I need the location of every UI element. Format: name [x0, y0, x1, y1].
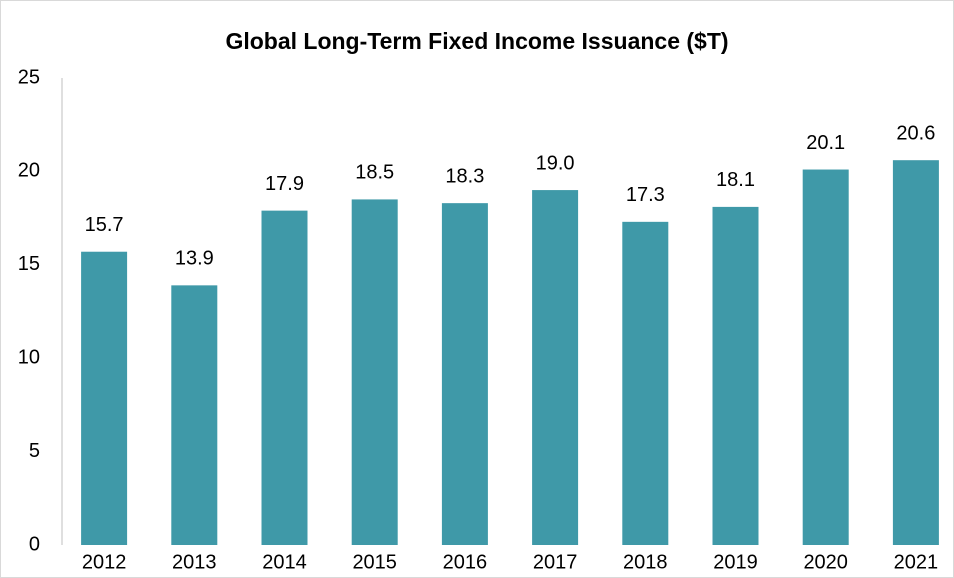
y-tick-label: 5 [29, 440, 40, 462]
x-tick-label: 2013 [172, 551, 217, 573]
x-tick-label: 2018 [623, 551, 668, 573]
chart-title: Global Long-Term Fixed Income Issuance (… [225, 28, 728, 54]
data-label: 20.6 [896, 122, 935, 144]
x-tick-label: 2019 [713, 551, 758, 573]
data-label: 18.5 [355, 162, 394, 184]
bar [261, 210, 308, 546]
data-label: 13.9 [175, 248, 214, 270]
x-tick-label: 2014 [262, 551, 307, 573]
data-label: 20.1 [806, 132, 845, 154]
y-tick-label: 20 [18, 160, 40, 182]
x-tick-label: 2016 [443, 551, 488, 573]
data-label: 18.3 [445, 165, 484, 187]
y-tick-label: 0 [29, 533, 40, 555]
x-tick-label: 2015 [352, 551, 397, 573]
data-label: 17.3 [626, 184, 665, 206]
bar [81, 251, 128, 545]
data-label: 15.7 [85, 214, 124, 236]
y-tick-label: 15 [18, 253, 40, 275]
bar [802, 169, 849, 546]
bar [622, 221, 669, 545]
y-tick-label: 25 [18, 66, 40, 88]
x-tick-label: 2020 [803, 551, 848, 573]
data-label: 17.9 [265, 173, 304, 195]
data-label: 19.0 [536, 152, 575, 174]
data-label: 18.1 [716, 169, 755, 191]
bar [441, 203, 488, 545]
y-tick-label: 10 [18, 346, 40, 368]
x-tick-label: 2012 [82, 551, 127, 573]
bar [351, 199, 398, 546]
bar [532, 190, 579, 545]
x-tick-label: 2017 [533, 551, 578, 573]
bar [712, 206, 759, 545]
bar [171, 285, 218, 545]
bar [892, 160, 939, 545]
x-tick-label: 2021 [894, 551, 939, 573]
